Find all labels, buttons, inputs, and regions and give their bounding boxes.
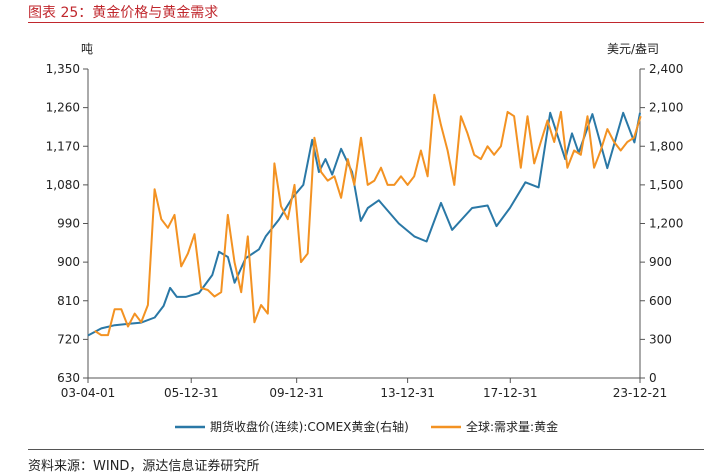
left-tick-label: 1,080 [46, 178, 80, 192]
right-tick-label: 1,500 [649, 178, 683, 192]
right-tick-label: 1,800 [649, 139, 683, 153]
source-divider [28, 449, 704, 450]
legend: 期货收盘价(连续):COMEX黄金(右轴) 全球:需求量:黄金 [175, 419, 558, 434]
x-axis-ticks: 03-04-01 05-12-31 09-12-31 13-12-31 17-12-31… [61, 378, 667, 400]
left-axis-ticks: 630 720 810 900 990 1,080 1,170 1,260 1,350 [46, 62, 88, 385]
x-tick-label: 05-12-31 [164, 386, 218, 400]
right-tick-label: 2,100 [649, 101, 683, 115]
right-axis-unit: 美元/盎司 [607, 42, 659, 56]
series-lines [87, 93, 642, 337]
legend-label-demand: 全球:需求量:黄金 [466, 419, 558, 434]
right-tick-label: 1,200 [649, 217, 683, 231]
left-axis-unit: 吨 [81, 42, 93, 56]
right-tick-label: 600 [649, 294, 672, 308]
x-tick-label: 13-12-31 [380, 386, 434, 400]
x-tick-label: 17-12-31 [483, 386, 537, 400]
left-tick-label: 990 [57, 217, 80, 231]
left-tick-label: 1,170 [46, 139, 80, 153]
left-tick-label: 1,260 [46, 101, 80, 115]
left-tick-label: 1,350 [46, 62, 80, 76]
left-tick-label: 810 [57, 294, 80, 308]
x-tick-label: 03-04-01 [61, 386, 115, 400]
right-tick-label: 900 [649, 255, 672, 269]
title-divider [28, 22, 704, 23]
x-tick-label: 23-12-21 [613, 386, 667, 400]
right-tick-label: 300 [649, 332, 672, 346]
figure-title: 图表 25：黄金价格与黄金需求 [28, 5, 219, 21]
right-tick-label: 0 [649, 371, 657, 385]
right-tick-label: 2,400 [649, 62, 683, 76]
left-tick-label: 900 [57, 255, 80, 269]
right-axis-ticks: 0 300 600 900 1,200 1,500 1,800 2,100 2,400 [640, 62, 683, 385]
x-tick-label: 09-12-31 [269, 386, 323, 400]
source-note: 资料来源：WIND，源达信息证券研究所 [28, 459, 260, 474]
legend-label-price: 期货收盘价(连续):COMEX黄金(右轴) [210, 419, 409, 434]
left-tick-label: 630 [57, 371, 80, 385]
series-line-global-gold-demand [94, 93, 642, 337]
left-tick-label: 720 [57, 332, 80, 346]
